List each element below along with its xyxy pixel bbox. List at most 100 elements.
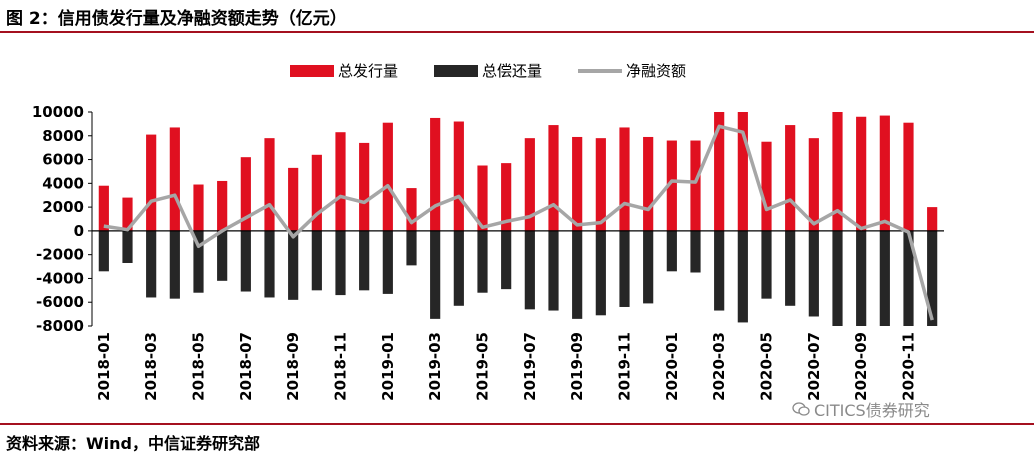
x-tick-label-18: 2019-07 xyxy=(521,332,539,401)
repayment-bar-12 xyxy=(382,230,393,294)
y-tick-label-3: -2000 xyxy=(36,246,84,264)
x-tick-label-12: 2019-01 xyxy=(379,332,397,401)
repayment-bar-7 xyxy=(264,230,275,298)
source-rule xyxy=(0,423,1034,425)
repayment-bar-16 xyxy=(477,230,488,293)
repayment-bar-11 xyxy=(359,230,370,291)
repayment-bar-13 xyxy=(406,230,417,266)
y-tick-label-8: 8000 xyxy=(42,127,84,145)
issuance-bar-10 xyxy=(335,132,346,231)
issuance-bar-11 xyxy=(359,142,370,231)
x-tick-label-28: 2020-05 xyxy=(758,332,776,401)
repayment-bar-33 xyxy=(879,230,890,326)
repayment-bar-22 xyxy=(619,230,630,307)
legend-swatch-0 xyxy=(290,65,334,77)
net-financing-line xyxy=(103,124,934,321)
repayment-bar-20 xyxy=(572,230,583,319)
issuance-bar-18 xyxy=(524,138,535,231)
issuance-bar-25 xyxy=(690,140,701,231)
repayment-bar-0 xyxy=(98,230,109,272)
x-tick-labels: 2018-01 2018-03 2018-05 2018-07 2018-09 2018-… xyxy=(95,332,918,401)
repayment-bar-23 xyxy=(643,230,654,304)
issuance-bar-29 xyxy=(785,125,796,231)
repayment-bar-4 xyxy=(193,230,204,293)
repayment-bar-9 xyxy=(311,230,322,291)
watermark: CITICS债券研究 xyxy=(792,397,930,421)
x-tick-label-22: 2019-11 xyxy=(616,332,634,401)
issuance-bar-28 xyxy=(761,141,772,231)
repayment-bar-26 xyxy=(714,230,725,311)
wechat-icon xyxy=(792,402,810,416)
issuance-bar-32 xyxy=(856,116,867,231)
repayment-bar-31 xyxy=(832,230,843,326)
title-rule xyxy=(0,31,1034,33)
repayment-bar-24 xyxy=(666,230,677,272)
x-tick-label-24: 2020-01 xyxy=(663,332,681,401)
repayment-bar-8 xyxy=(288,230,299,300)
legend: 总发行量 总偿还量 净融资额 xyxy=(290,62,686,80)
issuance-bar-14 xyxy=(430,117,441,231)
x-tick-label-34: 2020-11 xyxy=(900,332,918,401)
repayment-bar-25 xyxy=(690,230,701,273)
repayment-bar-15 xyxy=(453,230,464,306)
x-tick-label-32: 2020-09 xyxy=(852,332,870,401)
repayment-bar-34 xyxy=(903,230,914,326)
repayment-bar-14 xyxy=(430,230,441,319)
x-tick-label-8: 2018-09 xyxy=(284,332,302,401)
issuance-bar-33 xyxy=(879,115,890,231)
y-tick-label-7: 6000 xyxy=(42,151,84,169)
y-tick-label-1: -6000 xyxy=(36,293,84,311)
issuance-bar-1 xyxy=(122,197,133,231)
x-tick-label-10: 2018-11 xyxy=(332,332,350,401)
issuance-bar-26 xyxy=(714,112,725,231)
issuance-bar-6 xyxy=(240,157,251,231)
y-tick-label-4: 0 xyxy=(74,222,84,240)
x-tick-label-4: 2018-05 xyxy=(190,332,208,401)
x-tick-label-2: 2018-03 xyxy=(142,332,160,401)
y-tick-label-5: 2000 xyxy=(42,198,84,216)
repayment-bar-19 xyxy=(548,230,559,311)
issuance-bar-5 xyxy=(217,180,228,231)
issuance-bar-17 xyxy=(501,163,512,231)
repayment-bar-29 xyxy=(785,230,796,306)
issuance-bar-19 xyxy=(548,125,559,231)
issuance-bar-7 xyxy=(264,138,275,231)
issuance-bar-34 xyxy=(903,122,914,231)
issuance-bar-13 xyxy=(406,188,417,231)
issuance-bar-8 xyxy=(288,167,299,231)
issuance-bar-4 xyxy=(193,184,204,231)
repayment-bar-21 xyxy=(595,230,606,316)
repayment-bar-5 xyxy=(217,230,228,281)
issuance-bar-2 xyxy=(146,134,157,231)
repayment-bar-3 xyxy=(169,230,180,299)
issuance-bar-3 xyxy=(169,127,180,231)
issuance-bar-12 xyxy=(382,122,393,231)
x-tick-label-16: 2019-05 xyxy=(474,332,492,401)
repayment-bar-27 xyxy=(737,230,748,323)
issuance-bar-9 xyxy=(311,154,322,231)
x-tick-label-26: 2020-03 xyxy=(710,332,728,401)
x-tick-label-0: 2018-01 xyxy=(95,332,113,401)
legend-label-0: 总发行量 xyxy=(338,62,398,80)
legend-label-2: 净融资额 xyxy=(626,62,686,80)
repayment-bar-10 xyxy=(335,230,346,296)
issuance-bar-15 xyxy=(453,121,464,231)
repayment-bar-2 xyxy=(146,230,157,298)
y-tick-label-6: 4000 xyxy=(42,174,84,192)
issuance-bar-23 xyxy=(643,136,654,231)
issuance-bar-27 xyxy=(737,112,748,231)
issuance-bar-0 xyxy=(98,185,109,231)
x-tick-label-20: 2019-09 xyxy=(568,332,586,401)
issuance-bar-31 xyxy=(832,112,843,231)
y-tick-label-0: -8000 xyxy=(36,317,84,335)
credit-bond-chart: 总发行量 总偿还量 净融资额 -8000 -6000 -4000 -2000 0 2000 400… xyxy=(32,62,944,401)
repayment-bar-30 xyxy=(808,230,819,317)
issuance-bar-20 xyxy=(572,136,583,231)
legend-label-1: 总偿还量 xyxy=(482,62,542,80)
repayment-bar-35 xyxy=(927,230,938,326)
watermark-text: CITICS债券研究 xyxy=(814,401,930,420)
legend-swatch-1 xyxy=(434,65,478,77)
figure-title: 图 2：信用债发行量及净融资额走势（亿元） xyxy=(6,9,347,29)
y-tick-label-9: 10000 xyxy=(32,103,84,121)
